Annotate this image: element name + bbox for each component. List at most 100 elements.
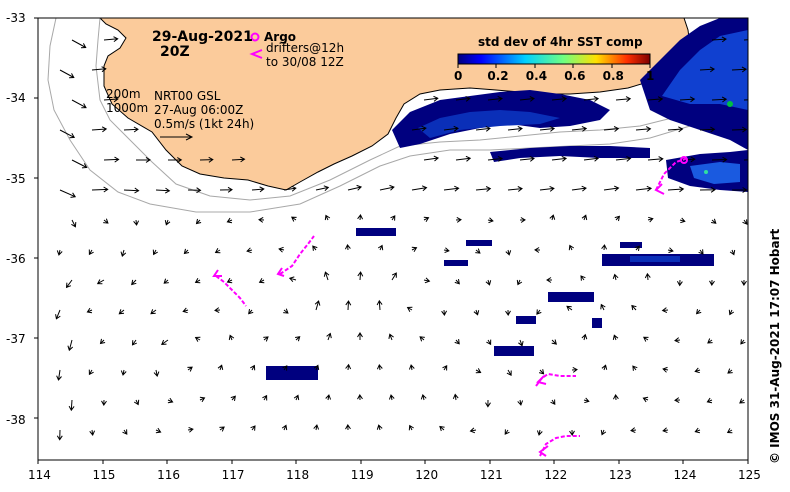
current-vector <box>583 96 600 102</box>
current-vector <box>539 125 556 132</box>
current-vector <box>118 309 125 315</box>
current-vector <box>635 185 653 192</box>
lon-tick-label: 116 <box>157 468 180 482</box>
current-vector <box>581 333 588 341</box>
current-vector <box>455 95 471 102</box>
current-vector <box>248 309 254 315</box>
current-vector <box>726 428 733 434</box>
current-vector <box>228 334 235 341</box>
current-vector <box>674 337 681 344</box>
current-vector <box>183 248 190 255</box>
current-vector <box>507 186 523 192</box>
current-vector <box>56 249 63 256</box>
current-vector <box>475 368 482 374</box>
current-vector <box>161 339 169 345</box>
current-vector <box>583 155 600 162</box>
current-vector <box>571 366 578 373</box>
current-vector <box>182 307 189 314</box>
current-vector <box>539 185 555 192</box>
current-vector <box>345 424 351 431</box>
current-vector <box>120 249 127 258</box>
current-vector <box>615 155 632 162</box>
current-vector <box>376 424 383 431</box>
current-vector <box>551 96 568 102</box>
current-vector <box>699 126 716 133</box>
lat-tick-label: -34 <box>6 91 26 106</box>
current-vector <box>65 279 73 289</box>
current-vector <box>123 187 140 194</box>
current-vector <box>423 277 431 284</box>
current-vector <box>313 364 320 371</box>
current-vector <box>187 187 202 194</box>
current-vector <box>740 339 746 345</box>
current-vector <box>155 187 171 194</box>
current-vector <box>634 245 640 251</box>
drifters-period: to 30/08 12Z <box>266 55 344 69</box>
argo-float-marker <box>680 156 688 164</box>
current-vector <box>345 300 352 311</box>
colorbar-tick-label: 0.4 <box>525 69 548 83</box>
current-vector <box>507 125 523 132</box>
drifter-legend-icon <box>249 49 263 59</box>
current-vector <box>600 303 606 311</box>
current-vector <box>551 155 568 162</box>
current-vector <box>709 279 715 286</box>
current-vector <box>485 399 491 408</box>
lon-tick-label: 124 <box>673 468 697 482</box>
current-vector <box>347 184 363 191</box>
current-vector <box>91 126 108 133</box>
lon-tick-label: 125 <box>738 468 761 482</box>
current-vector <box>695 309 702 315</box>
lon-tick-label: 117 <box>221 468 245 482</box>
current-vector <box>164 219 171 226</box>
current-vector <box>194 278 201 284</box>
plot-frame <box>37 17 749 461</box>
current-vector <box>443 247 450 254</box>
lat-tick-label: -37 <box>6 332 26 347</box>
current-vector <box>324 214 331 221</box>
current-vector <box>647 216 654 223</box>
current-vector <box>583 397 590 404</box>
current-vector <box>246 247 253 254</box>
current-vector <box>711 36 727 43</box>
current-vector <box>731 126 748 133</box>
current-vector <box>288 276 297 283</box>
lat-tick-label: -35 <box>6 171 26 186</box>
lon-tick-label: 122 <box>544 468 568 482</box>
current-vector <box>135 156 151 163</box>
isobath-1000m <box>47 18 748 213</box>
current-vector <box>727 368 733 374</box>
current-vector <box>214 248 221 254</box>
current-vector <box>487 217 494 224</box>
colorbar-tick-label: 1 <box>646 69 655 83</box>
current-vector <box>411 246 418 253</box>
current-vector <box>519 155 535 162</box>
current-vector <box>59 129 76 139</box>
current-vector <box>281 424 288 431</box>
current-vector <box>601 244 608 251</box>
drifter-track <box>215 275 247 307</box>
current-vector <box>167 157 183 163</box>
current-vector <box>516 279 523 286</box>
current-vector <box>506 369 512 377</box>
current-vector <box>420 393 427 401</box>
current-vector <box>487 95 503 102</box>
current-vector <box>711 156 728 163</box>
current-vector <box>326 332 332 341</box>
current-vector <box>568 244 575 251</box>
colorbar-tick-label: 0.2 <box>487 69 509 83</box>
argo-legend-icon <box>250 32 260 42</box>
current-vector <box>258 277 265 284</box>
current-vector <box>454 339 460 345</box>
current-vector <box>741 279 747 286</box>
current-vector <box>99 338 106 345</box>
current-vector <box>475 186 492 192</box>
current-vector <box>67 339 74 352</box>
current-vector <box>195 218 202 225</box>
current-vector <box>357 394 363 401</box>
depth-1000-label: 1000m <box>106 101 149 115</box>
current-vector <box>612 334 619 341</box>
current-vector <box>152 249 158 256</box>
current-vector <box>743 159 748 161</box>
current-vector <box>423 155 440 162</box>
